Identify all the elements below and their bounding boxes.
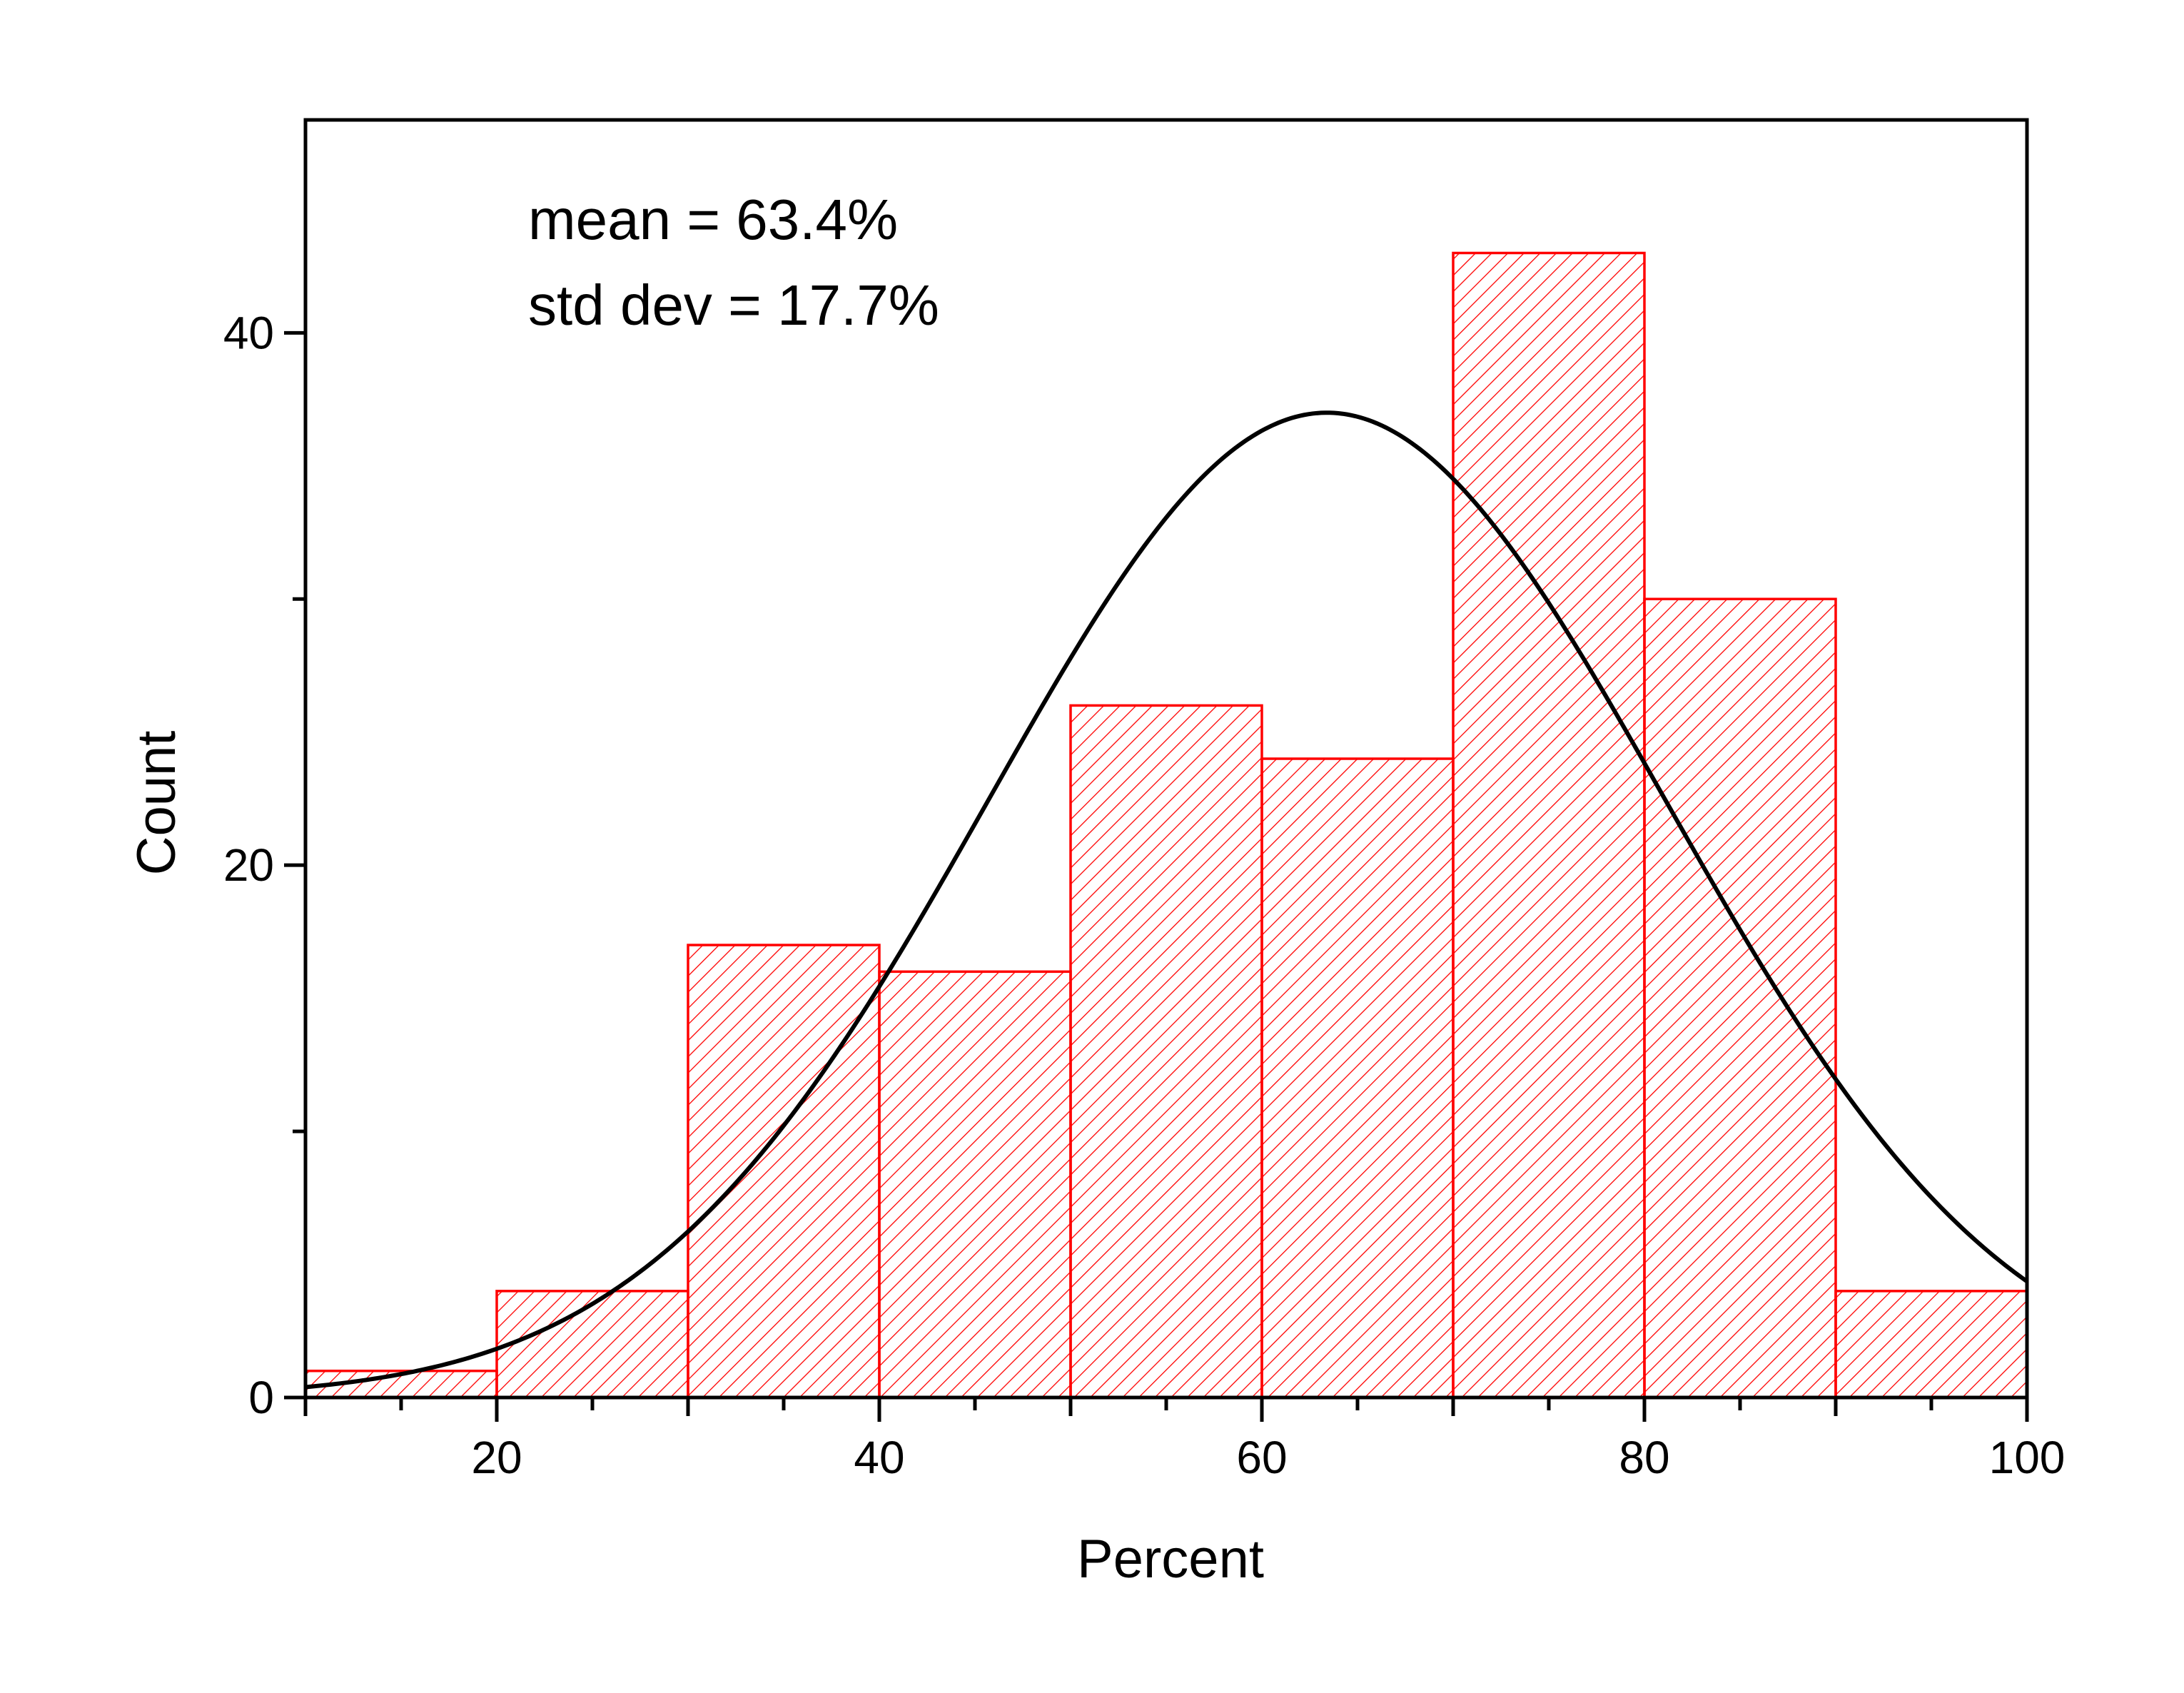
x-tick-label: 100 [1989,1432,2066,1483]
y-axis-label: Count [126,731,187,876]
y-tick-label: 40 [223,307,274,358]
bars-layer [304,251,2028,1399]
histogram-bar-70-80 [1452,251,1646,1399]
histogram-bar-20-30 [495,1290,689,1399]
normal-fit-curve [305,410,2028,1390]
histogram-bar-90-100 [1834,1290,2028,1399]
x-tick-label: 20 [471,1432,522,1483]
histogram-bar-30-40 [687,944,881,1399]
x-tick-label: 60 [1236,1432,1287,1483]
y-tick-label: 20 [223,839,274,891]
annotation-mean: mean = 63.4% [528,188,898,251]
histogram-bar-60-70 [1260,757,1455,1399]
annotation-std-dev: std dev = 17.7% [528,273,939,337]
histogram-bar-50-60 [1069,704,1263,1399]
ticks-layer: 20 40 60 80 100 0 20 40 [223,307,2066,1483]
x-tick-label: 80 [1619,1432,1669,1483]
histogram-bar-80-90 [1643,597,1837,1399]
histogram-bar-40-50 [878,970,1072,1399]
y-tick-label: 0 [248,1372,274,1423]
x-tick-label: 40 [854,1432,904,1483]
fit-curve-layer [305,410,2028,1390]
x-axis-label: Percent [1077,1529,1264,1590]
